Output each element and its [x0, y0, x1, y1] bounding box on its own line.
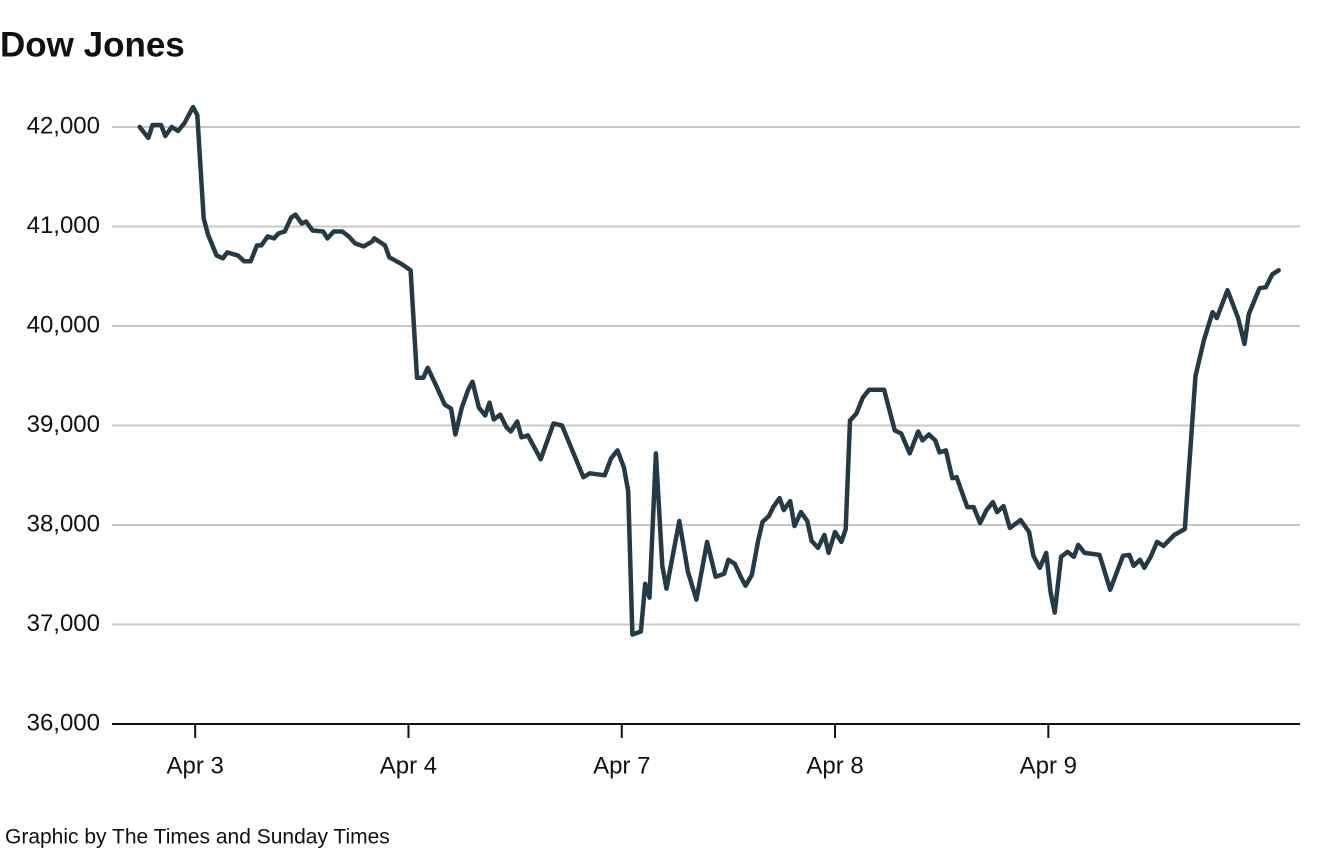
y-tick-label: 41,000 — [27, 212, 100, 239]
x-tick-label: Apr 7 — [593, 752, 650, 779]
x-tick-label: Apr 4 — [380, 752, 437, 779]
x-tick-label: Apr 8 — [806, 752, 863, 779]
y-tick-label: 39,000 — [27, 411, 100, 438]
y-tick-label: 38,000 — [27, 510, 100, 537]
y-tick-label: 37,000 — [27, 610, 100, 637]
chart-title: Dow Jones — [0, 25, 185, 64]
y-tick-label: 42,000 — [27, 112, 100, 139]
x-tick-label: Apr 3 — [166, 752, 223, 779]
price-line — [137, 104, 1281, 637]
source-note: Graphic by The Times and Sunday Times — [5, 826, 390, 849]
x-tick-label: Apr 9 — [1020, 752, 1077, 779]
y-tick-label: 40,000 — [27, 311, 100, 338]
y-tick-label: 36,000 — [27, 709, 100, 736]
